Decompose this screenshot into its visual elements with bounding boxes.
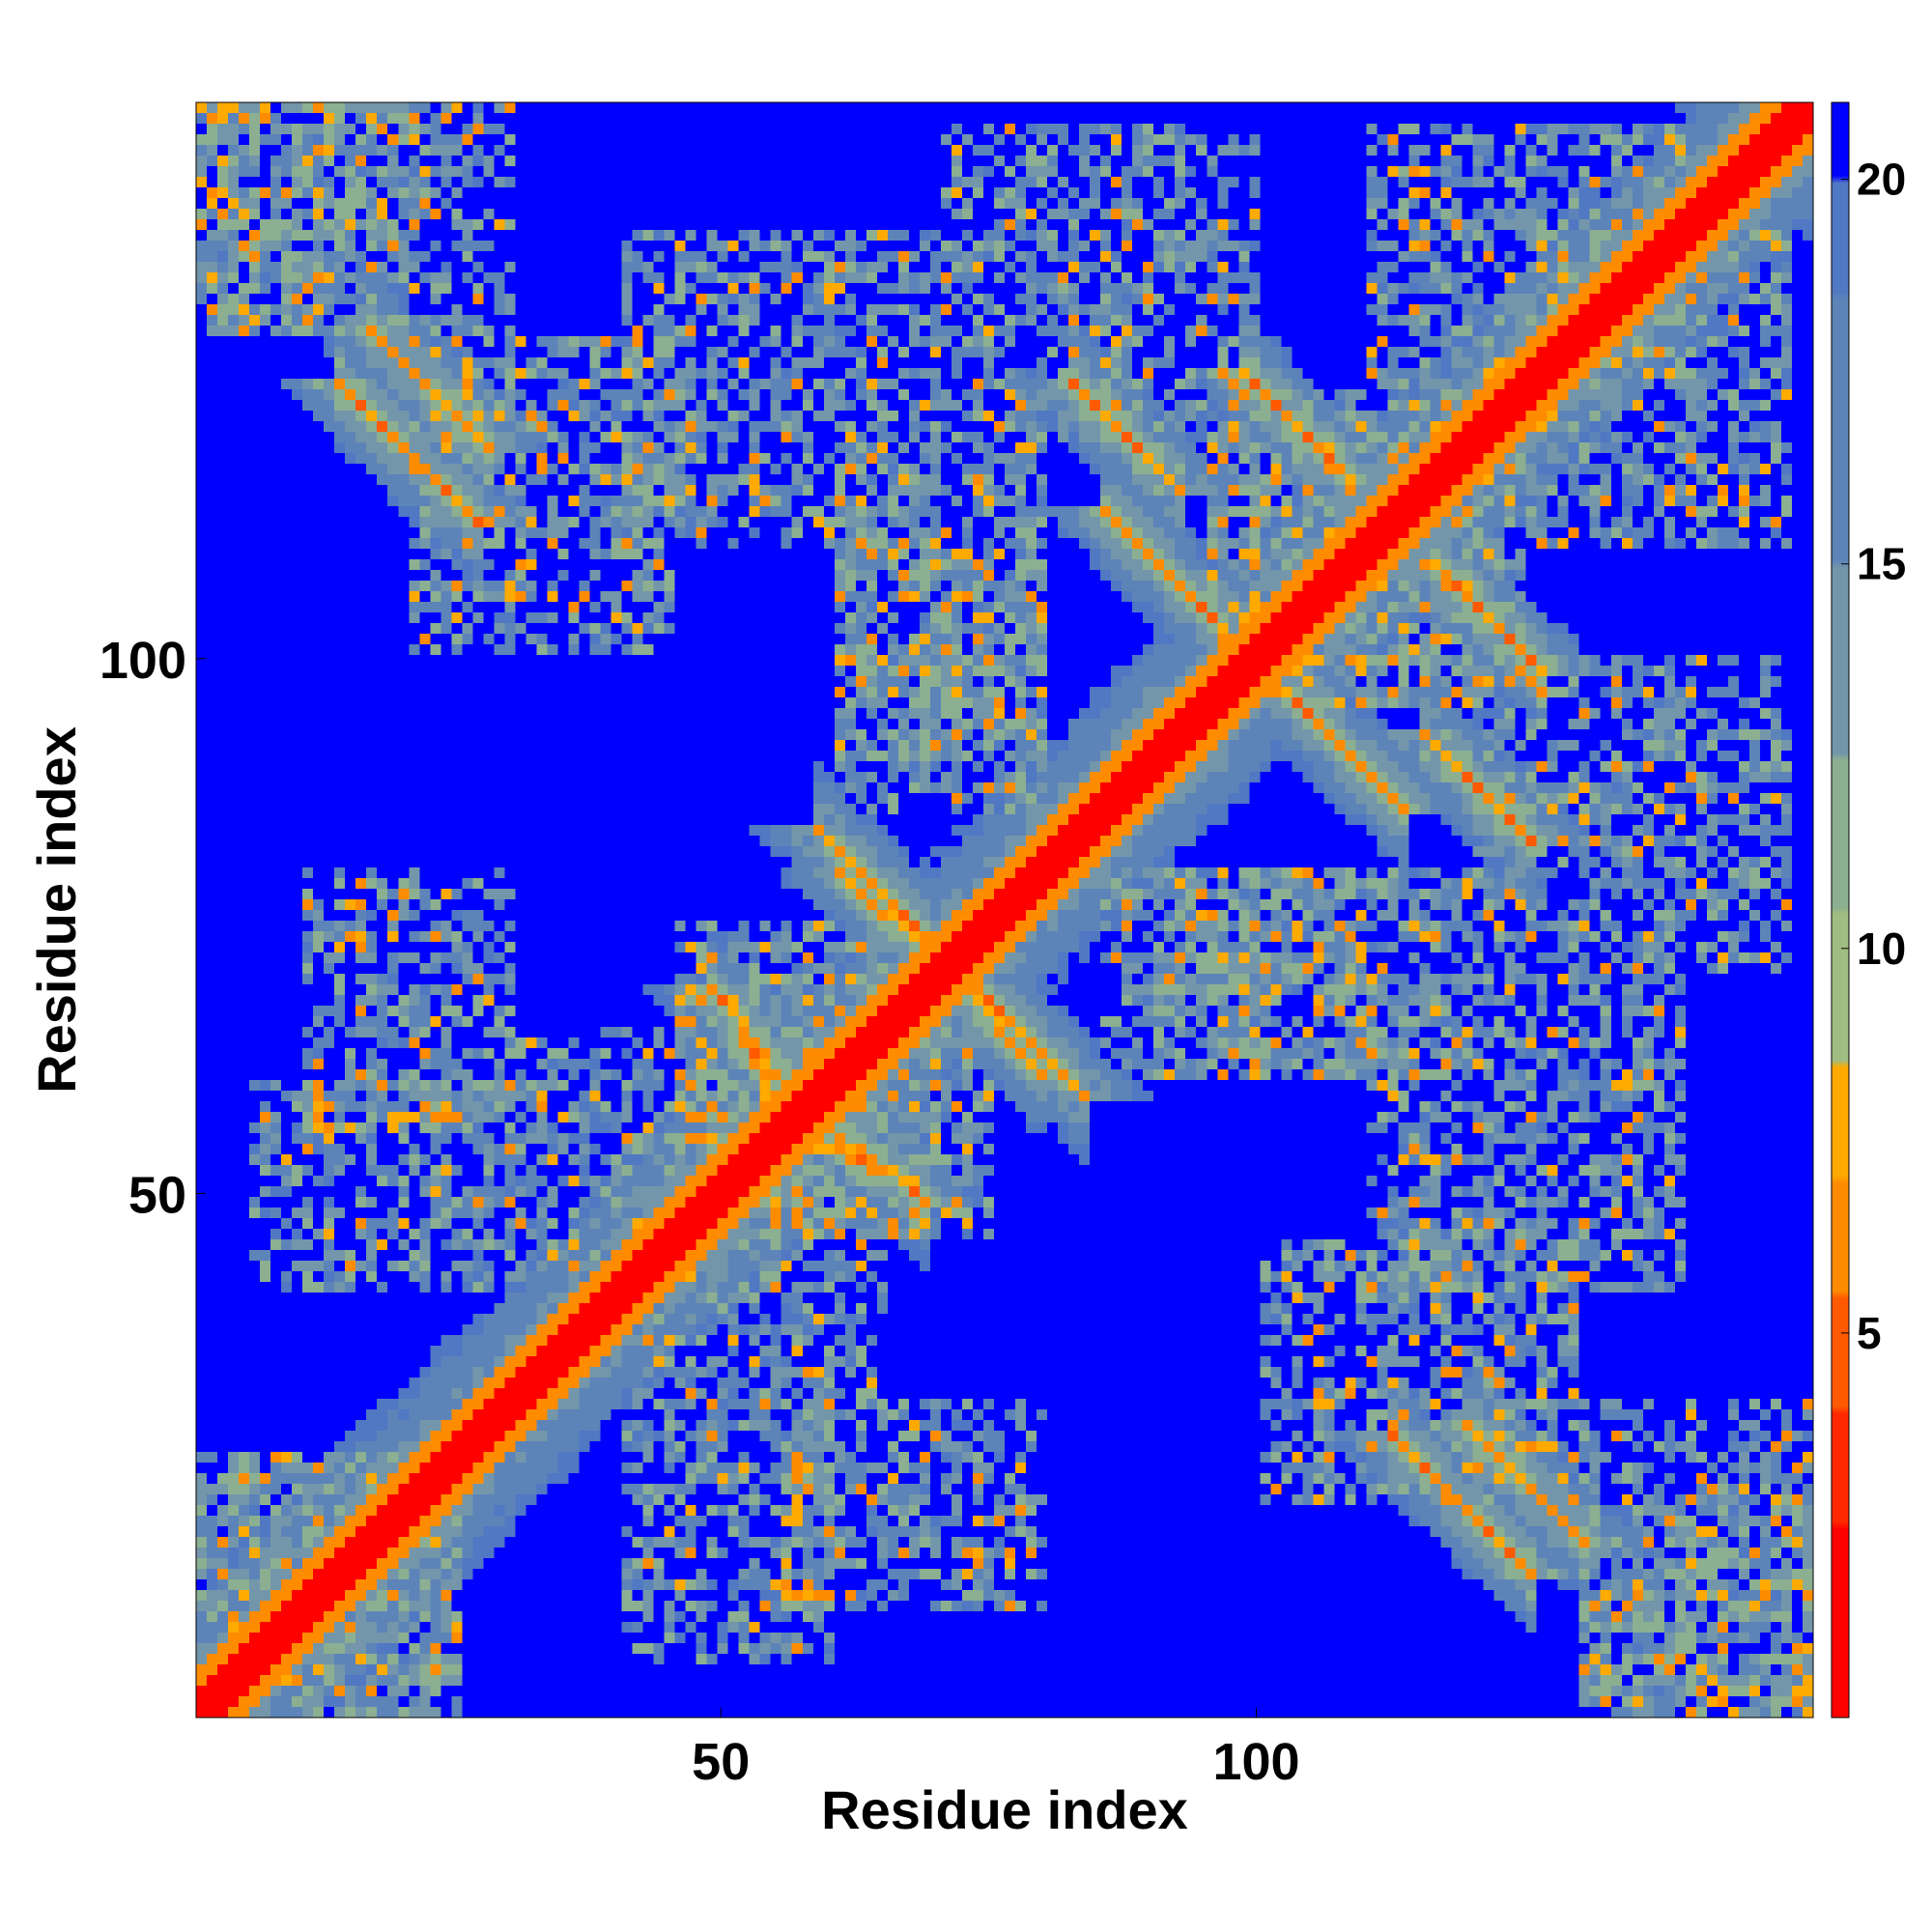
y-tick-label: 50 (128, 1166, 186, 1224)
x-axis-ticks: 50 100 (692, 1708, 1300, 1791)
colorbar-tick-label: 15 (1857, 539, 1906, 589)
plot-frame (195, 101, 1814, 1719)
colorbar-tick-label: 10 (1857, 923, 1906, 974)
colorbar-ticks: 5 10 15 20 (1841, 155, 1906, 1358)
x-tick-label: 100 (1212, 1733, 1299, 1791)
x-axis-label: Residue index (821, 1779, 1188, 1840)
x-tick-label: 50 (692, 1733, 750, 1791)
y-axis-ticks: 50 100 (99, 632, 206, 1224)
colorbar-tick-label: 5 (1857, 1308, 1882, 1358)
y-axis-label: Residue index (26, 726, 87, 1094)
y-tick-label: 100 (99, 632, 186, 690)
colorbar-frame (1831, 101, 1850, 1719)
colorbar-tick-label: 20 (1857, 155, 1906, 205)
colorbar (1832, 102, 1849, 1718)
heatmap (196, 102, 1813, 1718)
